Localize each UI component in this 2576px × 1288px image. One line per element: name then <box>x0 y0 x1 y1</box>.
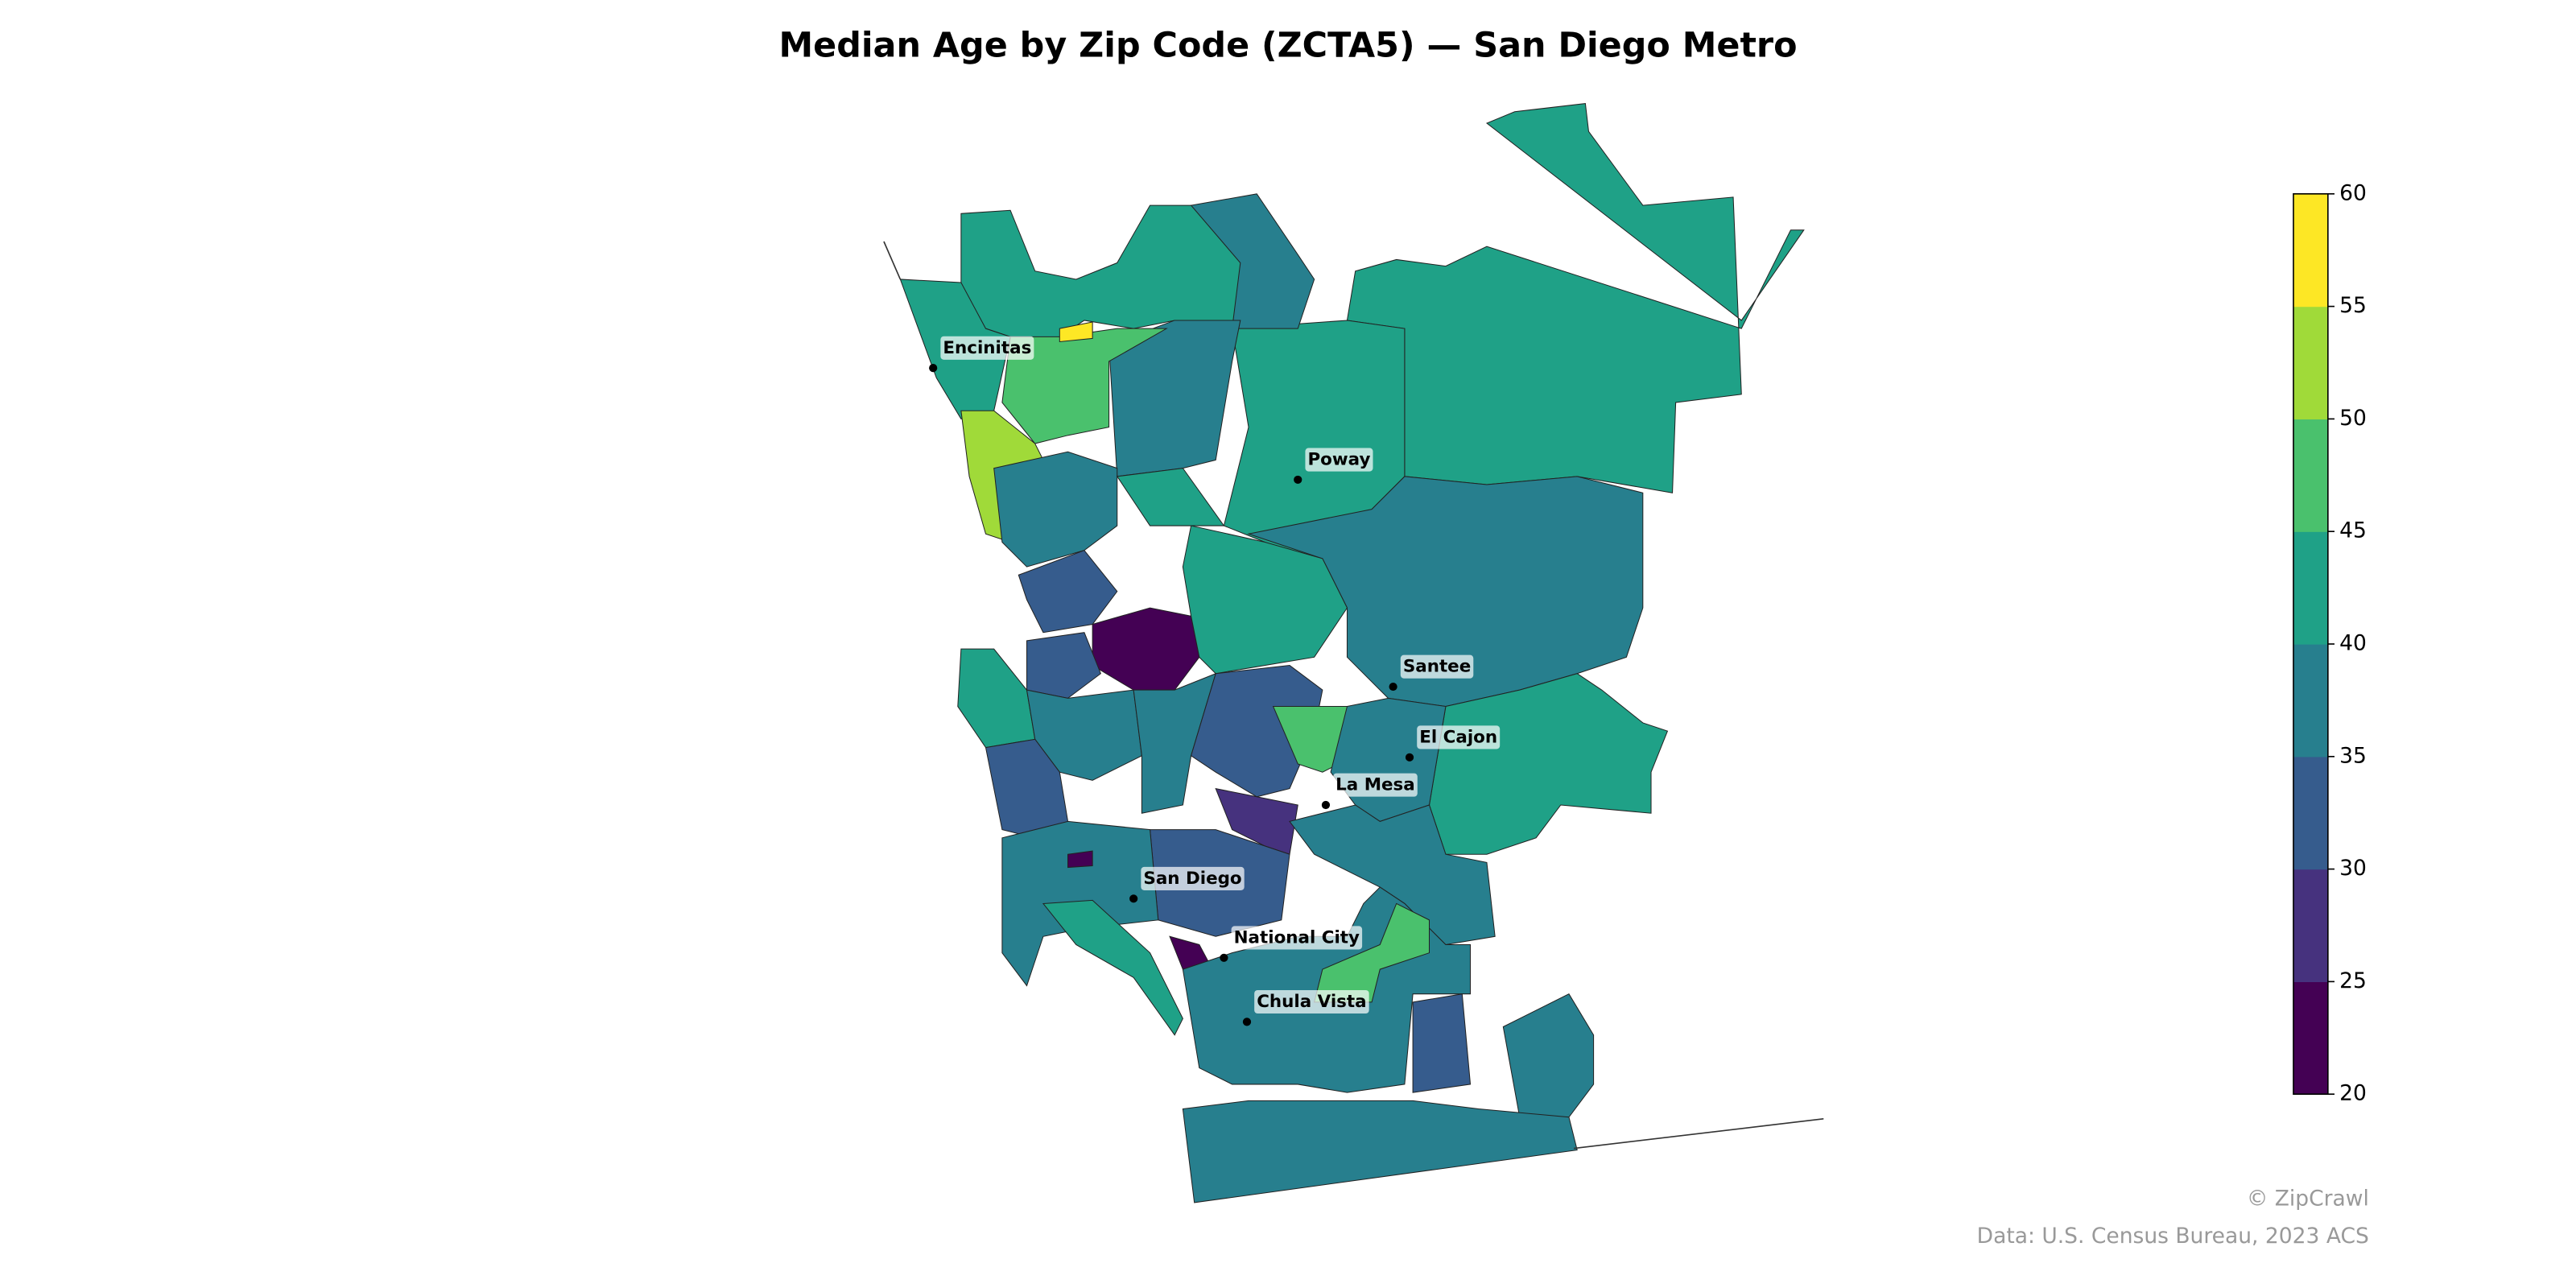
colorbar-segment <box>2293 419 2328 532</box>
zip-region <box>1190 665 1323 798</box>
boundary-line <box>1574 1117 1824 1150</box>
zip-region <box>1092 607 1200 691</box>
regions <box>899 103 1805 1203</box>
map-title: Median Age by Zip Code (ZCTA5) — San Die… <box>779 26 1798 66</box>
colorbar-segment <box>2293 756 2328 870</box>
place-label-bg <box>1254 989 1369 1014</box>
colorbar-tick-label: 55 <box>2339 293 2367 318</box>
place-label: San Diego <box>1143 869 1241 889</box>
place-label-bg <box>940 336 1034 360</box>
zip-region <box>1042 899 1183 1036</box>
zip-region <box>1059 321 1093 343</box>
place-label-bg <box>1231 926 1363 950</box>
colorbar-tick-label: 35 <box>2339 743 2367 768</box>
zip-region <box>1346 103 1805 493</box>
place-marker <box>1294 475 1302 485</box>
zip-region <box>1502 993 1595 1118</box>
place-label: La Mesa <box>1335 775 1415 795</box>
place-label-bg <box>1141 866 1245 890</box>
place-marker <box>929 364 938 373</box>
zip-region <box>1026 632 1101 699</box>
zip-region <box>1067 850 1093 869</box>
colorbar-tick-label: 40 <box>2339 631 2367 656</box>
zip-region <box>1247 476 1644 708</box>
place-label-bg <box>1305 448 1373 472</box>
colorbar-segment <box>2293 306 2328 420</box>
zip-region <box>1133 672 1216 814</box>
credit: © ZipCrawl <box>2247 1186 2369 1211</box>
colorbar-tick-label: 20 <box>2339 1081 2367 1106</box>
place-marker <box>1242 1018 1252 1026</box>
place-label: Chula Vista <box>1257 992 1366 1012</box>
place-label: Encinitas <box>943 338 1031 358</box>
colorbar-tick-label: 30 <box>2339 856 2367 881</box>
zip-region <box>957 648 1036 749</box>
zip-region <box>1428 673 1669 855</box>
place-marker <box>1129 894 1138 903</box>
colorbar-tick-label: 60 <box>2339 180 2367 205</box>
zip-region <box>1190 193 1315 329</box>
colorbar-tick-label: 50 <box>2339 406 2367 431</box>
place-marker <box>1389 682 1397 691</box>
colorbar-segment <box>2293 644 2328 758</box>
boundary-line <box>883 241 902 280</box>
places: Encinitas Poway Santee El Cajon La Mesa San D… <box>929 336 1501 1026</box>
zip-region <box>1412 993 1472 1093</box>
colorbar-segment <box>2293 981 2328 1095</box>
zip-region <box>1182 1100 1578 1203</box>
colorbar-tick-label: 25 <box>2339 968 2367 993</box>
credit: Data: U.S. Census Bureau, 2023 ACS <box>1977 1224 2369 1249</box>
place-marker <box>1321 800 1331 810</box>
place-label-bg <box>1400 654 1474 679</box>
colorbar-tick-label: 45 <box>2339 518 2367 543</box>
place-label: El Cajon <box>1419 727 1497 747</box>
place-marker <box>1220 953 1228 962</box>
place-label: Poway <box>1307 450 1370 470</box>
colorbar-segment <box>2293 531 2328 645</box>
zip-region <box>1330 697 1447 822</box>
zip-region <box>993 451 1118 568</box>
place-label: National City <box>1234 927 1360 947</box>
place-marker <box>1405 753 1414 762</box>
place-label-bg <box>1333 773 1418 797</box>
place-label-bg <box>1417 725 1501 749</box>
colorbar: 20 25 30 35 40 45 50 55 60 <box>2293 180 2367 1106</box>
zip-region <box>1289 804 1496 946</box>
zip-region <box>1116 468 1225 526</box>
zip-region <box>1182 525 1348 675</box>
place-label: Santee <box>1403 657 1471 677</box>
colorbar-segment <box>2293 869 2328 982</box>
colorbar-segment <box>2293 193 2328 308</box>
